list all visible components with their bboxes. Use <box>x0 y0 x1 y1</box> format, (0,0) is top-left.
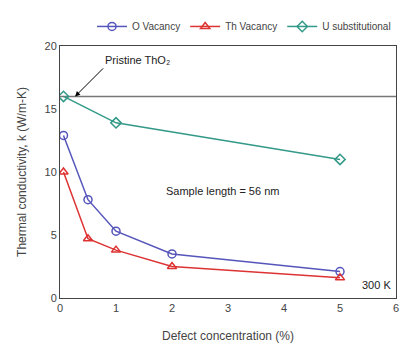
svg-text:4: 4 <box>281 302 287 314</box>
svg-text:1: 1 <box>113 302 119 314</box>
svg-text:O Vacancy: O Vacancy <box>132 21 180 32</box>
svg-text:300 K: 300 K <box>362 279 391 291</box>
svg-text:20: 20 <box>45 40 57 52</box>
svg-text:Defect concentration (%): Defect concentration (%) <box>162 329 294 343</box>
svg-text:5: 5 <box>51 229 57 241</box>
svg-text:0: 0 <box>51 292 57 304</box>
svg-text:Pristine ThO₂: Pristine ThO₂ <box>105 54 170 66</box>
svg-text:2: 2 <box>169 302 175 314</box>
svg-text:5: 5 <box>337 302 343 314</box>
svg-text:6: 6 <box>393 302 399 314</box>
svg-text:0: 0 <box>57 302 63 314</box>
svg-text:U substitutional: U substitutional <box>322 21 390 32</box>
svg-text:15: 15 <box>45 103 57 115</box>
svg-text:Th Vacancy: Th Vacancy <box>225 21 277 32</box>
svg-text:10: 10 <box>45 166 57 178</box>
svg-text:Thermal conductivity, k (W/m-K: Thermal conductivity, k (W/m-K) <box>15 87 29 257</box>
svg-text:3: 3 <box>225 302 231 314</box>
svg-text:Sample length = 56 nm: Sample length = 56 nm <box>166 185 279 197</box>
